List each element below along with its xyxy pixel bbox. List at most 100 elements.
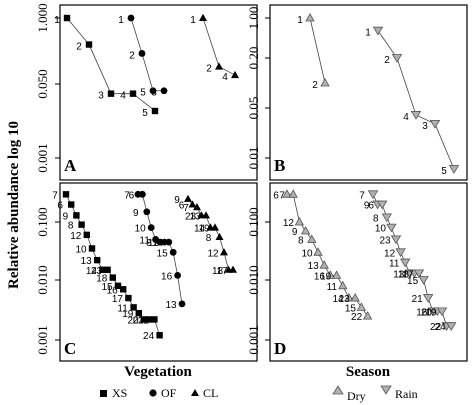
- point-label-d-dry-22: 22: [351, 312, 363, 323]
- point-a-xs-1: [63, 14, 71, 22]
- y-tick-a-2: 0.050: [35, 69, 50, 98]
- point-label-c-cl-18: 18: [212, 266, 224, 277]
- series-line-b-dry: [309, 17, 326, 84]
- point-label-a-cl-4: 4: [222, 72, 228, 83]
- point-c-of-16: [174, 272, 182, 279]
- panel-c-frame: [59, 182, 258, 362]
- y-tick-a-1: 1.000: [35, 3, 50, 32]
- point-label-b-rain-3: 3: [422, 121, 428, 132]
- point-label-c-cl-17: 17: [216, 266, 228, 277]
- point-d-dry-7: [288, 189, 298, 198]
- point-c-xs-24: [156, 332, 163, 339]
- point-label-d-dry-15: 15: [345, 303, 357, 314]
- y-tick-b-2: 0.20: [246, 47, 261, 70]
- point-d-dry-23: [350, 293, 360, 302]
- point-label-d-rain-12: 12: [384, 248, 396, 259]
- point-c-cl-8: [215, 232, 224, 241]
- point-label-c-of-7: 7: [124, 190, 130, 201]
- point-label-c-xs-16: 16: [107, 285, 119, 296]
- point-d-rain-11: [399, 258, 411, 268]
- point-label-d-rain-17: 17: [402, 269, 414, 280]
- y-tick-b-3: 0.05: [246, 97, 261, 120]
- point-label-c-xs-22: 22: [138, 315, 150, 326]
- point-d-rain-7: [367, 190, 379, 200]
- point-c-cl-7: [193, 202, 201, 211]
- point-label-d-rain-15: 15: [407, 276, 419, 287]
- point-label-d-rain-6: 6: [368, 201, 374, 212]
- point-label-d-rain-11: 11: [389, 259, 400, 270]
- legend-season: Dry Rain: [332, 385, 418, 403]
- point-label-a-xs-3: 3: [98, 91, 104, 102]
- point-c-xs-6: [68, 201, 75, 208]
- point-d-dry-15: [356, 302, 367, 311]
- point-label-c-xs-13: 13: [81, 256, 93, 267]
- point-label-c-cl-7: 7: [183, 203, 189, 214]
- point-label-c-xs-12: 12: [70, 231, 82, 242]
- legend-of-label: OF: [161, 386, 177, 400]
- point-label-c-xs-18: 18: [96, 274, 108, 285]
- point-d-dry-11: [338, 280, 348, 290]
- y-tick-c-2: 0.010: [35, 265, 50, 294]
- point-c-xs-8: [78, 221, 85, 228]
- point-d-rain-24: [445, 322, 457, 331]
- legend-dry-marker: [332, 385, 344, 395]
- panel-c-letter: C: [64, 339, 76, 358]
- panel-d-y-ticks: 0.100 0.010 0.001: [246, 207, 270, 355]
- point-a-xs-2: [85, 41, 93, 48]
- point-label-c-xs-21: 21: [133, 315, 145, 326]
- point-label-c-xs-20: 20: [127, 315, 139, 326]
- point-c-xs-11: [130, 304, 137, 311]
- point-label-d-dry-12: 12: [283, 218, 295, 229]
- point-label-c-xs-14: 14: [86, 266, 98, 277]
- point-a-cl-4: [231, 70, 239, 79]
- point-label-a-xs-5: 5: [142, 108, 148, 119]
- point-a-cl-1: [199, 13, 207, 21]
- point-label-c-xs-15: 15: [101, 282, 113, 293]
- point-label-d-rain-21: 21: [412, 294, 424, 305]
- panel-a-letter: A: [64, 156, 77, 175]
- point-c-cl-17: [229, 265, 237, 273]
- point-label-d-dry-23: 23: [339, 294, 351, 305]
- point-d-rain-8: [381, 213, 393, 223]
- point-b-rain-5: [448, 165, 460, 174]
- panel-d-letter: D: [274, 339, 286, 358]
- point-c-xs-14: [99, 266, 106, 273]
- point-c-xs-23: [104, 266, 111, 273]
- point-label-a-xs-4: 4: [120, 91, 126, 102]
- point-label-c-xs-23: 23: [91, 266, 103, 277]
- point-c-xs-16: [120, 286, 127, 293]
- point-label-d-dry-7: 7: [279, 190, 285, 201]
- point-label-d-dry-16: 16: [314, 271, 326, 282]
- point-label-c-xs-9: 9: [63, 211, 69, 222]
- point-label-d-rain-19: 19: [425, 307, 437, 318]
- point-label-d-dry-8: 8: [298, 235, 304, 246]
- point-d-dry-10: [313, 247, 323, 256]
- point-label-d-dry-10: 10: [301, 248, 313, 259]
- point-d-dry-9: [300, 225, 311, 235]
- point-d-dry-22: [362, 311, 373, 320]
- y-tick-d-1: 0.100: [246, 207, 261, 236]
- point-c-xs-13: [94, 256, 101, 264]
- point-d-rain-19: [436, 307, 448, 317]
- y-tick-c-1: 0.100: [35, 207, 50, 236]
- point-label-c-xs-17: 17: [112, 294, 124, 305]
- legend-cl-marker: [191, 389, 199, 396]
- point-d-dry-19: [331, 270, 342, 279]
- point-d-dry-12: [294, 216, 305, 226]
- point-label-c-xs-8: 8: [68, 221, 74, 232]
- point-c-of-9: [143, 208, 151, 216]
- point-label-d-rain-18: 18: [398, 269, 410, 280]
- point-a-xs-5: [151, 107, 159, 115]
- point-label-c-cl-9: 9: [174, 195, 180, 206]
- point-d-dry-13: [319, 260, 329, 269]
- point-d-dry-6: [282, 189, 292, 198]
- point-label-c-of-8: 8: [146, 238, 152, 249]
- point-label-c-cl-14: 14: [194, 224, 206, 235]
- point-c-cl-19: [211, 223, 219, 231]
- point-d-dry-16: [325, 270, 336, 279]
- point-label-c-cl-12: 12: [207, 248, 219, 259]
- point-b-rain-1: [372, 26, 384, 36]
- point-c-xs-19: [135, 309, 142, 317]
- point-c-cl-6: [188, 200, 197, 208]
